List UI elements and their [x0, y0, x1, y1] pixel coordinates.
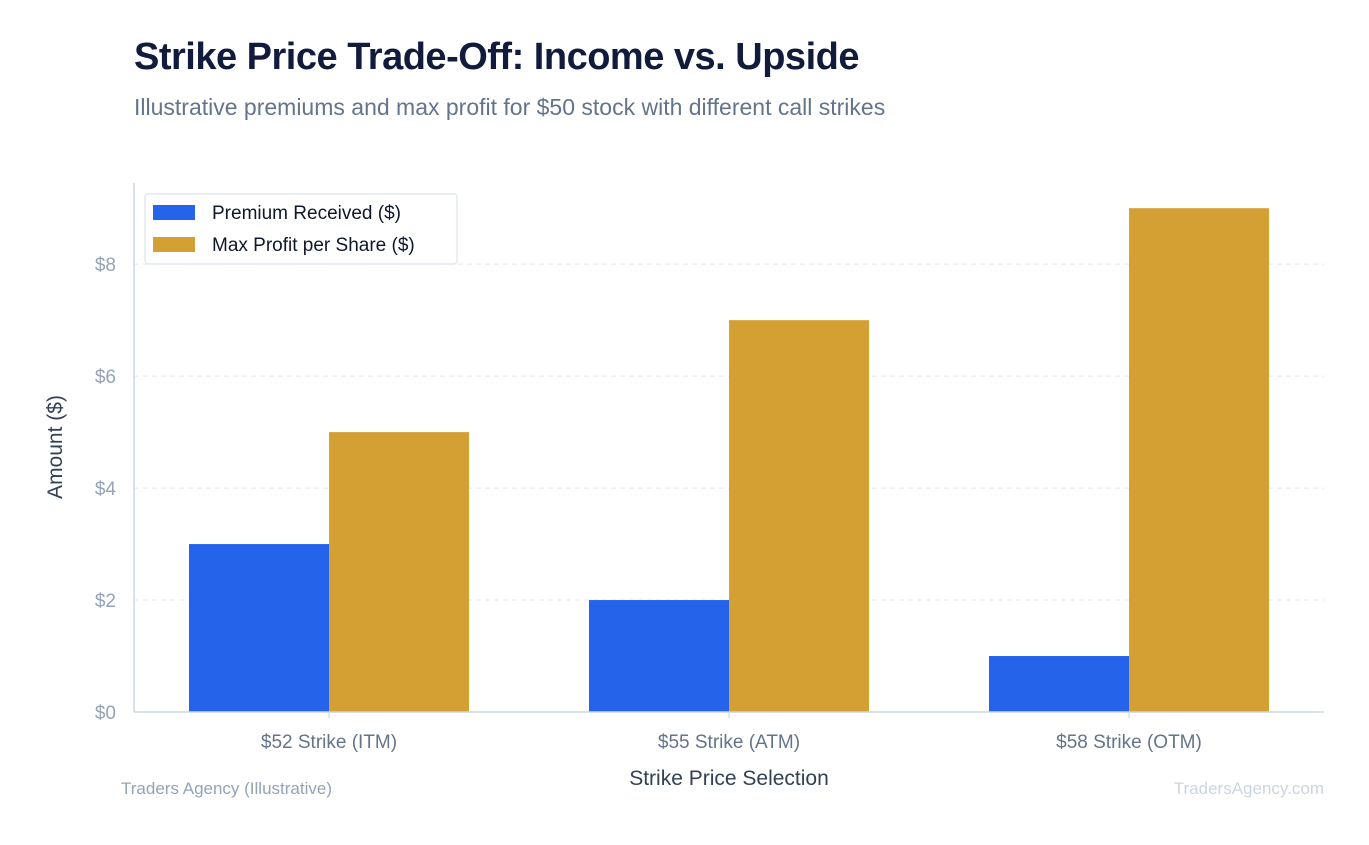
x-axis-label: Strike Price Selection	[629, 767, 829, 790]
x-tick-label: $55 Strike (ATM)	[658, 732, 800, 753]
bar-premium	[989, 656, 1129, 712]
watermark: TradersAgency.com	[1173, 779, 1324, 798]
y-tick-label: $2	[95, 591, 116, 612]
x-tick-label: $52 Strike (ITM)	[261, 732, 397, 753]
legend-label: Max Profit per Share ($)	[212, 235, 415, 256]
legend-swatch	[153, 205, 195, 220]
y-tick-label: $0	[95, 703, 116, 724]
x-tick-label: $58 Strike (OTM)	[1056, 732, 1202, 753]
y-tick-label: $6	[95, 367, 116, 388]
bar-premium	[189, 544, 329, 712]
bar-max-profit	[1129, 208, 1269, 712]
legend-box	[144, 193, 458, 265]
y-axis-label: Amount ($)	[44, 395, 67, 499]
legend-swatch	[153, 237, 195, 252]
source-note: Traders Agency (Illustrative)	[121, 779, 332, 798]
bar-max-profit	[729, 320, 869, 712]
y-tick-label: $8	[95, 255, 116, 276]
y-tick-label: $4	[95, 479, 117, 500]
legend-label: Premium Received ($)	[212, 203, 401, 224]
chart-subtitle: Illustrative premiums and max profit for…	[134, 94, 886, 120]
bar-premium	[589, 600, 729, 712]
bar-max-profit	[329, 432, 469, 712]
chart-title: Strike Price Trade-Off: Income vs. Upsid…	[134, 36, 859, 78]
